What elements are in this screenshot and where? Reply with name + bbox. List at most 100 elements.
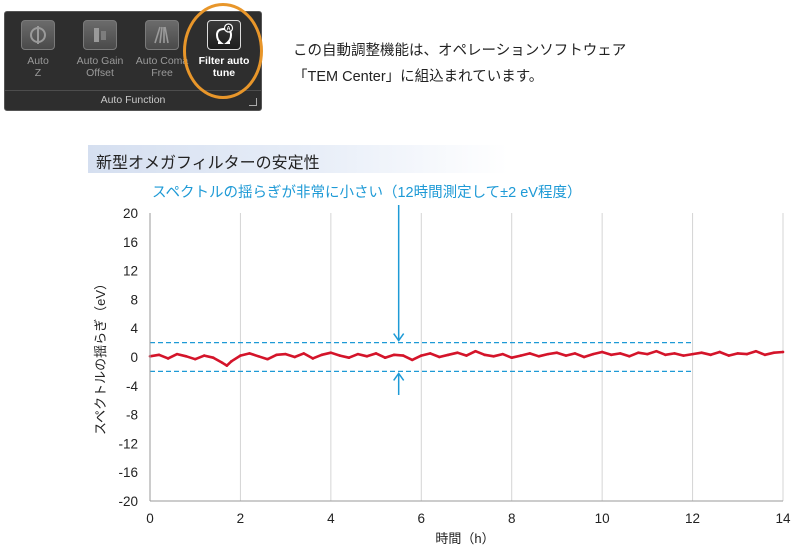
data-point — [338, 354, 342, 357]
auto-coma-free-button[interactable]: Auto Coma Free — [134, 14, 190, 92]
data-point — [600, 350, 604, 354]
y-axis-label: スペクトルの揺らぎ（eV） — [93, 277, 108, 435]
data-point — [465, 354, 468, 357]
data-point — [225, 364, 229, 367]
data-point — [519, 354, 523, 357]
data-point — [230, 360, 233, 363]
data-point — [365, 354, 369, 358]
data-point — [492, 354, 495, 358]
x-tick-label: 12 — [685, 511, 700, 526]
data-point — [582, 355, 586, 359]
data-point — [175, 352, 179, 356]
data-point — [573, 352, 577, 355]
auto-coma-free-label: Auto Coma Free — [135, 55, 189, 79]
data-point — [221, 361, 224, 365]
y-tick-label: -12 — [118, 436, 138, 451]
auto-z-icon — [21, 20, 55, 50]
data-point — [374, 352, 378, 355]
data-point — [483, 353, 486, 357]
data-point — [257, 354, 260, 358]
y-tick-label: 4 — [130, 321, 138, 336]
y-tick-label: 12 — [123, 264, 138, 279]
data-point — [311, 357, 315, 360]
data-point — [401, 354, 405, 357]
y-tick-label: 8 — [130, 292, 138, 307]
data-point — [447, 353, 450, 357]
data-point — [419, 354, 423, 357]
data-point — [329, 351, 333, 354]
data-point — [609, 353, 613, 357]
data-point — [528, 352, 532, 355]
highlight-ring — [183, 3, 263, 99]
x-tick-label: 14 — [775, 511, 791, 526]
band-layer — [150, 341, 693, 373]
y-tick-label: 20 — [123, 206, 138, 221]
data-point — [709, 353, 712, 357]
data-point — [736, 352, 740, 355]
data-point — [763, 353, 767, 357]
data-point — [248, 352, 251, 355]
data-point — [555, 351, 559, 354]
data-point — [718, 350, 721, 354]
y-tick-label: 16 — [123, 235, 138, 250]
auto-gain-offset-button[interactable]: Auto Gain Offset — [72, 14, 128, 92]
data-point — [157, 353, 161, 357]
x-axis-label: 時間（h） — [435, 531, 494, 546]
data-point — [781, 350, 785, 354]
data-point — [474, 349, 477, 353]
auto-z-button[interactable]: Auto Z — [10, 14, 66, 92]
data-point — [293, 355, 296, 359]
data-point — [239, 354, 242, 357]
data-point — [772, 351, 776, 354]
auto-gain-offset-label: Auto Gain Offset — [76, 55, 124, 79]
annotation-layer — [393, 205, 405, 395]
data-point — [546, 352, 550, 356]
auto-coma-icon — [145, 20, 179, 50]
data-point — [564, 354, 568, 357]
data-point — [673, 352, 676, 355]
x-tick-label: 6 — [418, 511, 426, 526]
data-point — [655, 349, 658, 353]
description-line-2: 「TEM Center」に組込まれています。 — [293, 69, 544, 85]
data-point — [745, 352, 749, 356]
data-point — [682, 354, 685, 357]
y-tick-label: -20 — [118, 494, 138, 509]
x-tick-label: 8 — [508, 511, 516, 526]
data-point — [618, 352, 622, 355]
series-line — [149, 349, 784, 367]
dialog-launcher-icon[interactable] — [249, 98, 257, 106]
data-point — [392, 353, 396, 357]
data-point — [193, 357, 197, 361]
y-tick-label: -16 — [118, 465, 138, 480]
auto-gain-icon — [83, 20, 117, 50]
data-point — [691, 352, 694, 356]
x-tick-label: 2 — [237, 511, 245, 526]
data-point — [754, 349, 758, 353]
x-tick-label: 4 — [327, 511, 335, 526]
data-point — [429, 352, 432, 355]
data-point — [347, 356, 351, 360]
data-point — [275, 353, 278, 357]
y-tick-label: -8 — [126, 408, 138, 423]
section-heading: 新型オメガフィルターの安定性 — [88, 145, 508, 173]
data-point — [202, 354, 206, 357]
data-point — [356, 352, 360, 356]
series-layer — [148, 349, 785, 367]
data-point — [456, 351, 459, 354]
y-tick-label: 0 — [130, 350, 138, 365]
auto-z-label: Auto Z — [27, 55, 49, 79]
data-point — [537, 354, 541, 358]
data-point — [700, 351, 703, 354]
arrow-up-head — [393, 372, 405, 381]
description: この自動調整機能は、オペレーションソフトウェア 「TEM Center」に組込ま… — [293, 38, 713, 90]
x-tick-label: 10 — [595, 511, 610, 526]
annotation-text: スペクトルの揺らぎが非常に小さい（12時間測定して±2 eV程度） — [152, 184, 581, 201]
data-point — [184, 354, 188, 358]
data-point — [664, 353, 667, 357]
data-point — [646, 352, 649, 356]
description-line-1: この自動調整機能は、オペレーションソフトウェア — [293, 43, 627, 59]
data-point — [410, 358, 414, 362]
data-point — [727, 354, 731, 357]
data-point — [212, 356, 215, 360]
